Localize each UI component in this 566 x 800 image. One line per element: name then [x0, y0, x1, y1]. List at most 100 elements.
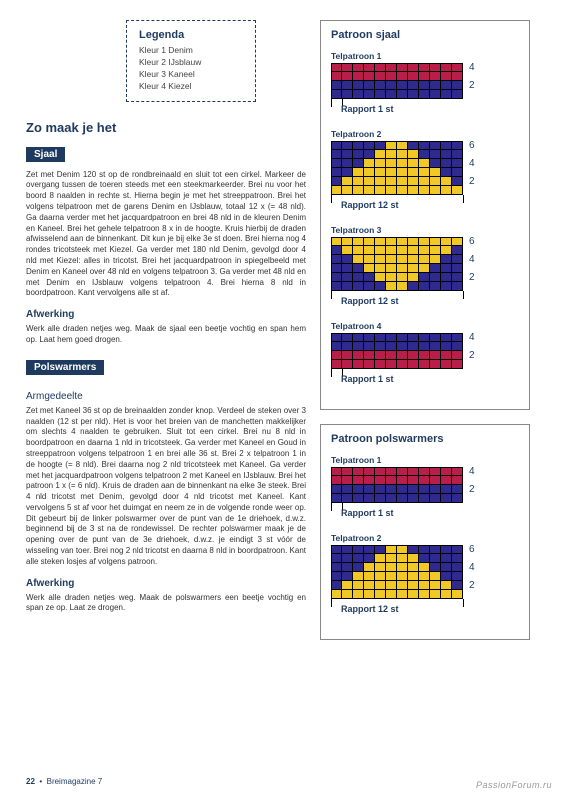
rapport-label: Rapport 1 st	[341, 508, 394, 518]
chart-cell	[364, 282, 375, 291]
chart-cell	[419, 255, 430, 264]
chart-grid	[331, 237, 463, 291]
row-number: 4	[463, 467, 475, 476]
chart-cell	[430, 63, 441, 72]
chart-cell	[375, 150, 386, 159]
chart-cell	[342, 168, 353, 177]
chart-cell	[353, 485, 364, 494]
chart-cell	[397, 237, 408, 246]
chart-cell	[408, 572, 419, 581]
chart-grid	[331, 63, 463, 99]
chart-cell	[419, 159, 430, 168]
left-column: Legenda Kleur 1 Denim Kleur 2 IJsblauw K…	[26, 20, 306, 654]
chart-cell	[375, 554, 386, 563]
chart-cell	[452, 360, 463, 369]
chart-cell	[353, 590, 364, 599]
chart-cell	[342, 81, 353, 90]
chart-cell	[452, 494, 463, 503]
chart-cell	[419, 273, 430, 282]
chart-cell	[430, 141, 441, 150]
chart-cell	[452, 72, 463, 81]
chart-cell	[353, 141, 364, 150]
chart-cell	[452, 81, 463, 90]
chart-cell	[397, 572, 408, 581]
chart-cell	[452, 255, 463, 264]
telpatroon-label: Telpatroon 2	[331, 533, 519, 543]
row-number	[463, 494, 475, 503]
chart-cell	[364, 476, 375, 485]
chart-cell	[375, 168, 386, 177]
chart-cell	[397, 563, 408, 572]
chart-cell	[342, 476, 353, 485]
chart-cell	[430, 545, 441, 554]
row-number	[463, 360, 475, 369]
chart-cell	[441, 360, 452, 369]
chart-cell	[386, 273, 397, 282]
chart-cell	[375, 255, 386, 264]
rapport-label: Rapport 1 st	[341, 374, 394, 384]
chart-cell	[452, 150, 463, 159]
chart-cell	[364, 467, 375, 476]
chart-cell	[375, 237, 386, 246]
chart-cell	[441, 590, 452, 599]
chart-cell	[353, 237, 364, 246]
chart-cell	[353, 264, 364, 273]
chart-cell	[419, 554, 430, 563]
rapport-label: Rapport 1 st	[341, 104, 394, 114]
chart-cell	[419, 81, 430, 90]
chart-cell	[452, 333, 463, 342]
chart-cell	[430, 159, 441, 168]
chart-cell	[364, 72, 375, 81]
rapport-label: Rapport 12 st	[341, 200, 399, 210]
chart-cell	[386, 159, 397, 168]
chart-cell	[375, 159, 386, 168]
panel-sjaal-title: Patroon sjaal	[331, 29, 519, 41]
row-number: 2	[463, 81, 475, 90]
chart-cell	[441, 545, 452, 554]
chart-cell	[375, 81, 386, 90]
chart-cell	[452, 590, 463, 599]
legenda-box: Legenda Kleur 1 Denim Kleur 2 IJsblauw K…	[126, 20, 256, 102]
chart-cell	[397, 177, 408, 186]
chart-cell	[408, 351, 419, 360]
chart-cell	[419, 282, 430, 291]
chart-cell	[441, 273, 452, 282]
row-number	[463, 90, 475, 99]
chart-cell	[430, 273, 441, 282]
chart-cell	[408, 63, 419, 72]
chart-cell	[408, 485, 419, 494]
chart-cell	[386, 90, 397, 99]
chart-cell	[441, 333, 452, 342]
chart-cell	[430, 590, 441, 599]
chart-cell	[331, 90, 342, 99]
chart-cell	[353, 342, 364, 351]
chart-cell	[397, 246, 408, 255]
chart-cell	[430, 476, 441, 485]
chart-cell	[331, 141, 342, 150]
chart-cell	[375, 177, 386, 186]
chart-cell	[430, 168, 441, 177]
chart-cell	[386, 485, 397, 494]
chart-cell	[397, 63, 408, 72]
chart-cell	[408, 81, 419, 90]
chart-cell	[419, 333, 430, 342]
chart-cell	[419, 177, 430, 186]
chart-cell	[331, 273, 342, 282]
page-footer: 22 • Breimagazine 7	[26, 777, 102, 786]
chart-cell	[452, 351, 463, 360]
chart-cell	[386, 333, 397, 342]
chart-cell	[452, 159, 463, 168]
chart-cell	[452, 485, 463, 494]
chart-cell	[375, 563, 386, 572]
chart-cell	[397, 90, 408, 99]
chart-cell	[364, 351, 375, 360]
chart-cell	[430, 90, 441, 99]
chart-cell	[375, 186, 386, 195]
chart-cell	[364, 150, 375, 159]
chart-cell	[364, 90, 375, 99]
chart-cell	[408, 476, 419, 485]
chart-cell	[452, 282, 463, 291]
chart-cell	[386, 351, 397, 360]
chart-cell	[408, 554, 419, 563]
chart-cell	[419, 563, 430, 572]
